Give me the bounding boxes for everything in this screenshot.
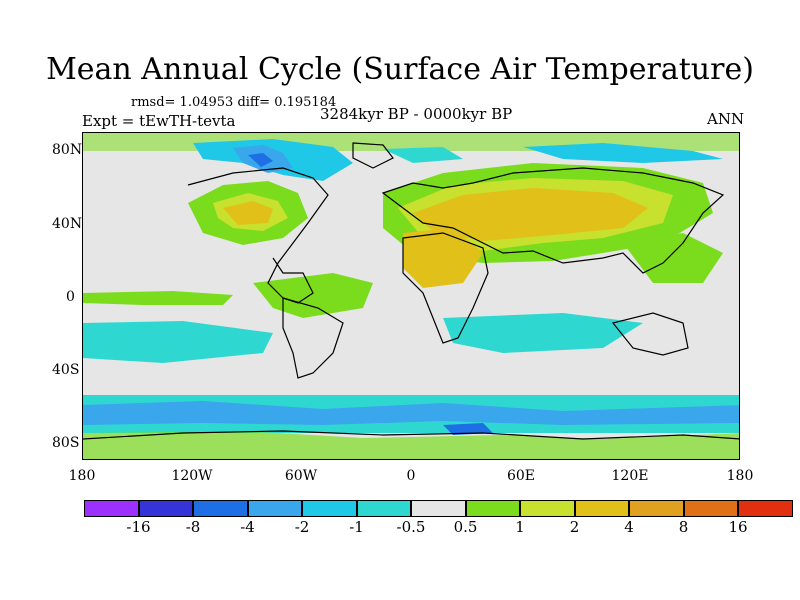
lat-label-40s: 40S: [52, 362, 80, 378]
north-america-hot-core: [223, 201, 273, 225]
tropical-atlantic-warm-region: [253, 273, 373, 318]
colorbar-box: [738, 500, 793, 517]
colorbar-box: [247, 500, 302, 517]
southern-ocean-colder-band: [83, 401, 739, 425]
north-atlantic-cool-patch: [383, 147, 463, 163]
colorbar-box: [356, 500, 411, 517]
experiment-label: Expt = tEwTH-tevta: [82, 112, 236, 130]
south-america-coastline: [282, 297, 344, 379]
lon-label-60w: 60W: [284, 468, 318, 484]
siberia-arctic-cool-region: [523, 143, 723, 163]
colorbar-label: 4: [624, 518, 634, 536]
lon-label-180-west: 180: [68, 468, 96, 484]
north-america-coastline: [187, 167, 329, 304]
arctic-strong-cool-region: [248, 153, 273, 167]
south-pacific-cool-region: [83, 321, 273, 363]
greenland-coastline: [352, 142, 394, 169]
season-label: ANN: [707, 110, 745, 128]
indian-ocean-cool-region: [443, 313, 643, 353]
colorbar-box: [411, 500, 466, 517]
colorbar-box: [465, 500, 520, 517]
map-panel: [82, 132, 740, 460]
colorbar-box: [683, 500, 738, 517]
colorbar-box: [138, 500, 193, 517]
tropical-pacific-warm-band: [83, 291, 233, 305]
antarctic-strong-cool-patch: [443, 423, 493, 435]
lat-label-80n: 80N: [52, 142, 83, 158]
lat-label-40n: 40N: [52, 216, 83, 232]
coastlines: [83, 142, 739, 440]
colorbar-label: 16: [728, 518, 748, 536]
lon-label-120e: 120E: [611, 468, 649, 484]
colorbar-label: -8: [185, 518, 201, 536]
west-pacific-warm-region: [623, 233, 723, 283]
colorbar-label: -2: [294, 518, 310, 536]
colorbar-label: -4: [240, 518, 255, 536]
colorbar-box: [84, 500, 139, 517]
anomaly-field: [83, 133, 739, 459]
colorbar-box: [574, 500, 629, 517]
lat-label-80s: 80S: [52, 435, 80, 451]
rmsd-diff-stats: rmsd= 1.04953 diff= 0.195184: [131, 95, 337, 110]
colorbar-label: -16: [126, 518, 151, 536]
colorbar: [84, 500, 793, 517]
australia-coastline: [611, 312, 689, 356]
africa-coastline: [402, 232, 489, 344]
north-africa-hot-core: [403, 228, 483, 288]
colorbar-box: [629, 500, 684, 517]
colorbar-box: [520, 500, 575, 517]
colorbar-label: -1: [349, 518, 364, 536]
eurasia-hot-core: [413, 188, 648, 241]
lat-label-0: 0: [66, 289, 75, 305]
colorbar-box: [302, 500, 357, 517]
antarctica-coastline: [83, 430, 739, 440]
colorbar-label: 8: [678, 518, 689, 536]
lon-label-180-east: 180: [726, 468, 754, 484]
colorbar-label: 2: [569, 518, 580, 536]
colorbar-label: 1: [515, 518, 525, 536]
plot-title: Mean Annual Cycle (Surface Air Temperatu…: [46, 52, 754, 87]
colorbar-box: [193, 500, 248, 517]
period-label: 3284kyr BP - 0000kyr BP: [320, 105, 513, 123]
antarctic-warm-band: [83, 431, 739, 459]
colorbar-label: 0.5: [453, 518, 478, 536]
lon-label-60e: 60E: [506, 468, 536, 484]
colorbar-label: -0.5: [396, 518, 426, 536]
eurasia-coastline: [381, 167, 725, 274]
lon-label-120w: 120W: [171, 468, 213, 484]
lon-label-0: 0: [406, 468, 416, 484]
